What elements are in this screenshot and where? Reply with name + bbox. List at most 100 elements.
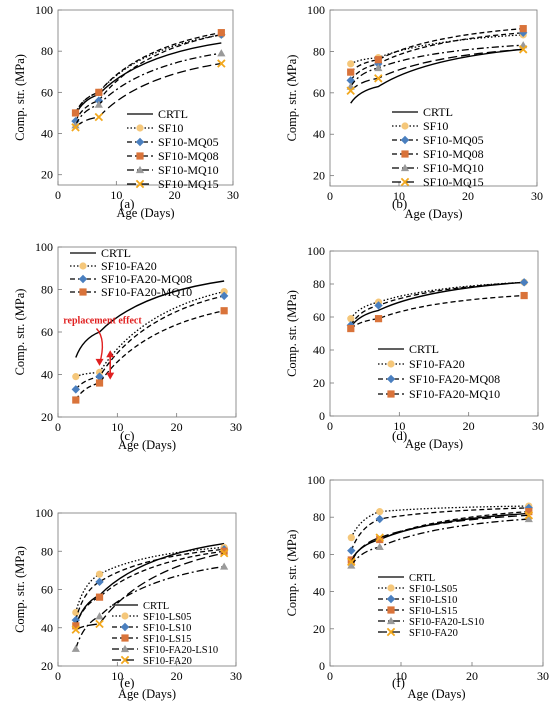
- chart-panel-4: 20 40 60 80 100 0 10 20 30 Age (Days) Comp. str. (…: [13, 506, 242, 701]
- y-tick-label: 100: [307, 473, 325, 487]
- legend-label: SF10-MQ08: [423, 147, 484, 161]
- legend-marker: [120, 622, 130, 632]
- legend-label: SF10-LS05: [409, 584, 457, 595]
- data-point: [95, 577, 104, 587]
- y-axis-label: Comp. str. (MPa): [13, 289, 27, 376]
- y-tick-label: 40: [41, 127, 53, 141]
- plot-frame: [329, 250, 539, 417]
- annotation-arrowhead: [95, 358, 104, 366]
- y-tick-label: 40: [313, 343, 325, 357]
- legend-label: SF10-MQ15: [158, 177, 219, 191]
- data-point: [94, 100, 103, 108]
- annotation-text: replacement effect: [63, 316, 142, 327]
- data-point: [219, 291, 229, 301]
- data-point: [220, 288, 228, 296]
- series-line: [350, 507, 529, 551]
- series-line: [350, 44, 524, 87]
- legend-marker: [400, 135, 410, 145]
- x-tick-label: 30: [537, 669, 549, 683]
- y-tick-label: 100: [307, 244, 325, 258]
- data-point: [346, 86, 355, 95]
- legend-label: SF10-LS10: [143, 623, 191, 634]
- legend: CRTLSF10-FA20SF10-FA20-MQ08SF10-FA20-MQ1…: [70, 246, 192, 299]
- legend-label: CRTL: [423, 105, 453, 119]
- y-tick-label: 40: [41, 621, 53, 635]
- data-point: [72, 373, 80, 381]
- legend-label: SF10-FA20: [409, 628, 458, 639]
- legend-label: SF10-LS10: [409, 595, 457, 606]
- data-point: [347, 534, 355, 542]
- data-point: [71, 385, 80, 394]
- legend-label: SF10-MQ10: [158, 163, 219, 177]
- legend-label: SF10-FA20-MQ10: [409, 387, 500, 401]
- series-line: [74, 52, 222, 126]
- x-axis-label: Age (Days): [118, 687, 176, 701]
- series-line: [75, 280, 225, 358]
- series-line: [75, 552, 225, 631]
- y-tick-label: 100: [35, 506, 53, 520]
- data-point: [525, 508, 533, 516]
- x-tick-label: 10: [111, 669, 123, 683]
- legend-marker: [136, 124, 144, 132]
- data-point: [217, 59, 226, 68]
- x-tick-label: 0: [327, 669, 333, 683]
- x-tick-label: 0: [327, 419, 333, 433]
- y-tick-label: 100: [35, 3, 53, 17]
- y-axis-label: Comp. str. (MPa): [285, 290, 299, 377]
- y-tick-label: 80: [313, 510, 325, 524]
- data-point: [374, 56, 382, 64]
- x-tick-label: 0: [327, 189, 333, 203]
- y-axis-label: Comp. str. (MPa): [285, 55, 299, 142]
- data-point: [220, 562, 229, 570]
- series-line: [350, 294, 525, 330]
- data-point: [220, 307, 228, 315]
- data-point: [347, 315, 355, 323]
- x-tick-label: 20: [462, 189, 474, 203]
- x-tick-label: 20: [463, 419, 475, 433]
- legend-marker: [135, 179, 145, 189]
- data-point: [347, 556, 355, 564]
- series-line: [350, 518, 529, 566]
- legend-marker: [78, 274, 88, 284]
- chart-panel-0: 20 40 60 80 100 0 10 20 30 Age (Days) Comp. str. (…: [13, 3, 239, 220]
- legend: CRTLSF10SF10-MQ05SF10-MQ08SF10-MQ10SF10-…: [392, 105, 484, 189]
- legend-marker: [121, 634, 129, 642]
- data-point: [519, 25, 527, 33]
- x-axis-label: Age (Days): [408, 687, 466, 701]
- data-point: [71, 109, 80, 117]
- legend-marker: [387, 390, 395, 398]
- series-line: [350, 32, 524, 81]
- x-axis-label: Age (Days): [405, 207, 463, 221]
- data-point: [347, 546, 356, 555]
- y-axis-label: Comp. str. (MPa): [13, 546, 27, 633]
- y-tick-label: 40: [41, 368, 53, 382]
- data-point: [71, 121, 80, 129]
- series-line: [75, 310, 225, 401]
- x-tick-label: 30: [532, 419, 544, 433]
- legend-label: SF10-MQ08: [158, 149, 219, 163]
- data-point: [524, 514, 533, 523]
- series-line: [350, 34, 524, 65]
- legend-label: SF10-FA20-LS10: [409, 617, 484, 628]
- series-line: [350, 281, 525, 328]
- data-point: [95, 372, 104, 381]
- x-tick-label: 10: [110, 188, 122, 202]
- data-point: [519, 28, 528, 37]
- x-tick-label: 20: [171, 420, 183, 434]
- data-point: [375, 533, 384, 542]
- series-line: [350, 514, 529, 563]
- data-point: [72, 622, 80, 630]
- chart-panel-1: 20 40 60 80 100 0 10 20 30 Age (Days) Comp. str. (…: [285, 3, 543, 221]
- y-tick-label: 20: [313, 376, 325, 390]
- legend-marker: [79, 262, 87, 270]
- series-line: [74, 32, 222, 114]
- data-point: [72, 396, 80, 404]
- legend-label: SF10-FA20: [409, 357, 465, 371]
- x-tick-label: 20: [466, 669, 478, 683]
- y-axis-label: Comp. str. (MPa): [285, 530, 299, 617]
- legend-label: CRTL: [409, 573, 435, 584]
- data-point: [95, 593, 104, 601]
- y-tick-label: 20: [41, 659, 53, 673]
